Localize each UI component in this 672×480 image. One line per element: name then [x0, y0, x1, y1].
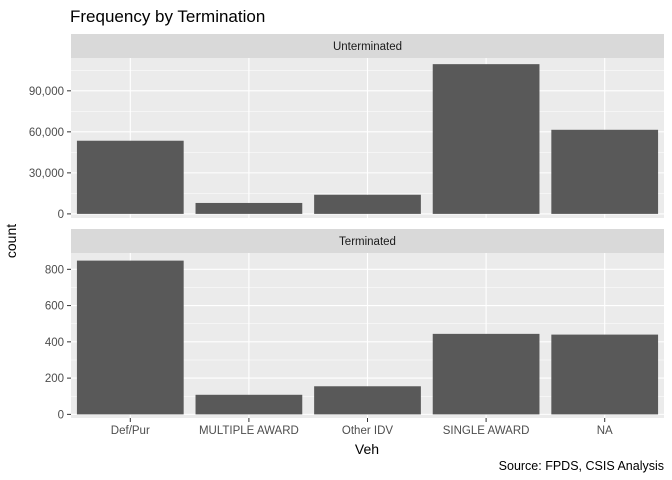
x-tick-label: SINGLE AWARD [443, 425, 530, 437]
y-tick-label: 0 [58, 409, 64, 421]
x-tick-label: Other IDV [342, 425, 393, 437]
facet-unterminated: Unterminated 0 30,000 60,000 90,000 [29, 34, 664, 221]
bar-terminated-2 [314, 386, 421, 415]
y-tick-label: 60,000 [29, 127, 64, 139]
facet-terminated: Terminated 0 200 400 600 800 [45, 229, 664, 421]
bar-terminated-4 [551, 334, 659, 415]
facet-strip-label: Unterminated [333, 41, 402, 53]
y-tick-label: 90,000 [29, 86, 64, 98]
bar-unterminated-0 [76, 140, 184, 214]
bar-unterminated-1 [195, 202, 303, 214]
x-tick-label: Def/Pur [111, 425, 150, 437]
bar-unterminated-3 [432, 64, 540, 214]
x-axis: Def/Pur MULTIPLE AWARD Other IDV SINGLE AWA… [111, 418, 613, 437]
bar-unterminated-4 [551, 129, 659, 214]
y-tick-label: 800 [45, 264, 64, 276]
x-tick-label: MULTIPLE AWARD [199, 425, 299, 437]
chart-title: Frequency by Termination [70, 7, 265, 26]
bar-unterminated-2 [314, 194, 421, 214]
bar-terminated-0 [76, 260, 184, 415]
x-tick-label: NA [597, 425, 613, 437]
bar-terminated-3 [432, 333, 540, 415]
facets: Unterminated 0 30,000 60,000 90,000 Terminate… [29, 34, 664, 421]
y-tick-label: 0 [58, 209, 64, 221]
chart-caption: Source: FPDS, CSIS Analysis [499, 459, 664, 473]
x-axis-title: Veh [355, 441, 379, 457]
facet-strip [71, 229, 664, 253]
facet-strip [71, 34, 664, 58]
y-tick-label: 200 [45, 373, 64, 385]
bar-terminated-1 [195, 394, 303, 415]
y-tick-label: 30,000 [29, 168, 64, 180]
y-tick-label: 400 [45, 337, 64, 349]
facet-strip-label: Terminated [339, 236, 396, 248]
y-axis-title: count [3, 224, 19, 258]
y-tick-label: 600 [45, 301, 64, 313]
